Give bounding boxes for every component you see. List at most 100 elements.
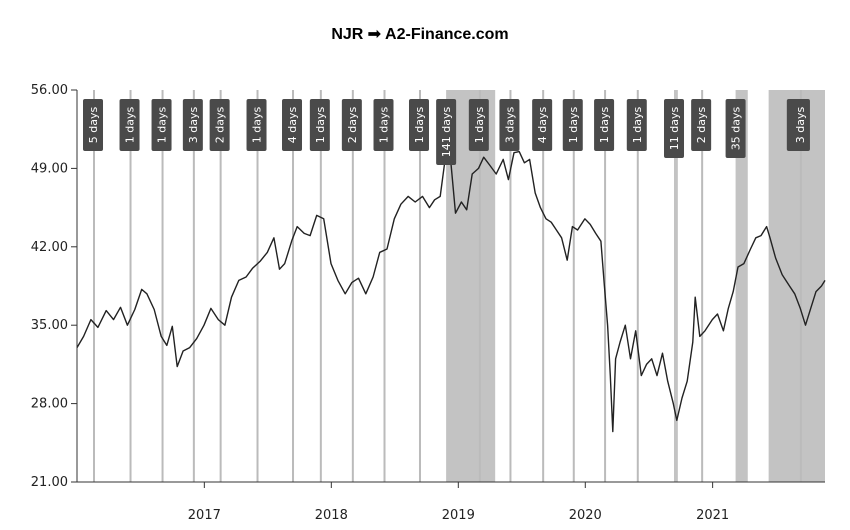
annotation-tag-label: 1 days	[251, 107, 264, 144]
annotation-tag-label: 5 days	[87, 107, 100, 144]
annotation-tag-bg	[83, 99, 104, 151]
annotation-tag-label: 1 days	[473, 107, 486, 144]
annotation-band-12	[478, 90, 481, 482]
annotation-tag-bg	[594, 99, 615, 151]
annotation-tag-bg	[373, 99, 394, 151]
annotation-band-15	[572, 90, 575, 482]
axes	[76, 90, 825, 483]
annotation-tag-20: 35 days	[725, 99, 746, 158]
annotation-tag-label: 4 days	[286, 107, 299, 144]
annotation-tag-label: 35 days	[730, 107, 743, 151]
annotation-band-13	[509, 90, 512, 482]
annotation-tag-3: 3 days	[182, 99, 203, 151]
chart-title: NJR ➟ A2-Finance.com	[331, 26, 508, 43]
annotation-tag-bg	[789, 99, 810, 151]
annotation-tag-label: 1 days	[413, 107, 426, 144]
annotation-tag-5: 1 days	[246, 99, 267, 151]
annotation-tag-label: 2 days	[214, 107, 227, 144]
annotation-tag-6: 4 days	[282, 99, 303, 151]
annotation-tag-label: 2 days	[346, 107, 359, 144]
annotation-band-1	[129, 90, 132, 482]
annotation-tag-bg	[725, 99, 746, 158]
y-tick-label: 42.00	[31, 240, 68, 255]
annotation-tag-11: 141 days	[436, 99, 457, 165]
annotation-tag-bg	[532, 99, 553, 151]
annotation-bands	[93, 90, 825, 482]
annotation-band-10	[418, 90, 421, 482]
annotation-tag-bg	[562, 99, 583, 151]
y-ticks: 21.00 28.00 35.00 42.00 49.00 56.00	[31, 83, 77, 490]
annotation-tag-2: 1 days	[151, 99, 172, 151]
annotation-tag-bg	[499, 99, 520, 151]
annotation-tag-bg	[468, 99, 489, 151]
annotation-tag-19: 2 days	[691, 99, 712, 151]
annotation-band-6	[292, 90, 295, 482]
annotation-tag-10: 1 days	[408, 99, 429, 151]
annotation-band-5	[256, 90, 259, 482]
annotation-tag-label: 3 days	[187, 107, 200, 144]
annotation-tag-4: 2 days	[209, 99, 230, 151]
annotation-tag-18: 11 days	[664, 99, 685, 158]
annotation-tag-bg	[408, 99, 429, 151]
annotation-band-8	[351, 90, 354, 482]
annotation-band-7	[319, 90, 322, 482]
annotation-tag-label: 1 days	[598, 107, 611, 144]
annotation-tag-bg	[209, 99, 230, 151]
annotation-band-18	[674, 90, 678, 482]
annotation-tag-15: 1 days	[562, 99, 583, 151]
annotation-tag-bg	[309, 99, 330, 151]
annotation-tags: 5 days 1 days 1 days 3 days 2 days 1 days 4 da…	[83, 99, 810, 165]
annotation-band-19	[701, 90, 704, 482]
annotation-tag-label: 141 days	[440, 107, 453, 158]
annotation-band-20	[735, 90, 748, 482]
annotation-tag-bg	[182, 99, 203, 151]
annotation-band-9	[383, 90, 386, 482]
annotation-tag-bg	[282, 99, 303, 151]
annotation-band-0	[93, 90, 96, 482]
annotation-tag-8: 2 days	[341, 99, 362, 151]
annotation-tag-label: 1 days	[631, 107, 644, 144]
x-tick-label: 2021	[696, 508, 729, 523]
annotation-band-3	[192, 90, 195, 482]
x-tick-label: 2019	[442, 508, 475, 523]
price-line	[76, 150, 826, 433]
annotation-band-21	[768, 90, 825, 482]
annotation-tag-bg	[436, 99, 457, 165]
annotation-tag-13: 3 days	[499, 99, 520, 151]
annotation-tag-bg	[151, 99, 172, 151]
annotation-band-17	[636, 90, 639, 482]
annotation-band-22	[799, 90, 802, 482]
annotation-tag-label: 2 days	[695, 107, 708, 144]
annotation-tag-bg	[626, 99, 647, 151]
annotation-tag-14: 4 days	[532, 99, 553, 151]
annotation-tag-bg	[664, 99, 685, 158]
annotation-band-4	[219, 90, 222, 482]
x-tick-label: 2020	[569, 508, 602, 523]
y-tick-label: 35.00	[31, 318, 68, 333]
annotation-tag-label: 1 days	[378, 107, 391, 144]
annotation-tag-label: 4 days	[536, 107, 549, 144]
annotation-tag-bg	[246, 99, 267, 151]
annotation-tag-label: 3 days	[794, 107, 807, 144]
annotation-band-2	[161, 90, 164, 482]
annotation-tag-16: 1 days	[594, 99, 615, 151]
annotation-tag-1: 1 days	[119, 99, 140, 151]
annotation-tag-22: 3 days	[789, 99, 810, 151]
x-tick-label: 2018	[315, 508, 348, 523]
annotation-tag-bg	[119, 99, 140, 151]
annotation-tag-label: 1 days	[567, 107, 580, 144]
annotation-tag-label: 1 days	[124, 107, 137, 144]
annotation-tag-7: 1 days	[309, 99, 330, 151]
annotation-tag-label: 1 days	[156, 107, 169, 144]
y-tick-label: 28.00	[31, 397, 68, 412]
annotation-band-14	[542, 90, 545, 482]
y-tick-label: 21.00	[31, 475, 68, 490]
annotation-tag-9: 1 days	[373, 99, 394, 151]
annotation-tag-bg	[691, 99, 712, 151]
x-ticks: 2017 2018 2019 2020 2021	[188, 482, 729, 523]
annotation-tag-17: 1 days	[626, 99, 647, 151]
annotation-tag-12: 1 days	[468, 99, 489, 151]
x-tick-label: 2017	[188, 508, 221, 523]
